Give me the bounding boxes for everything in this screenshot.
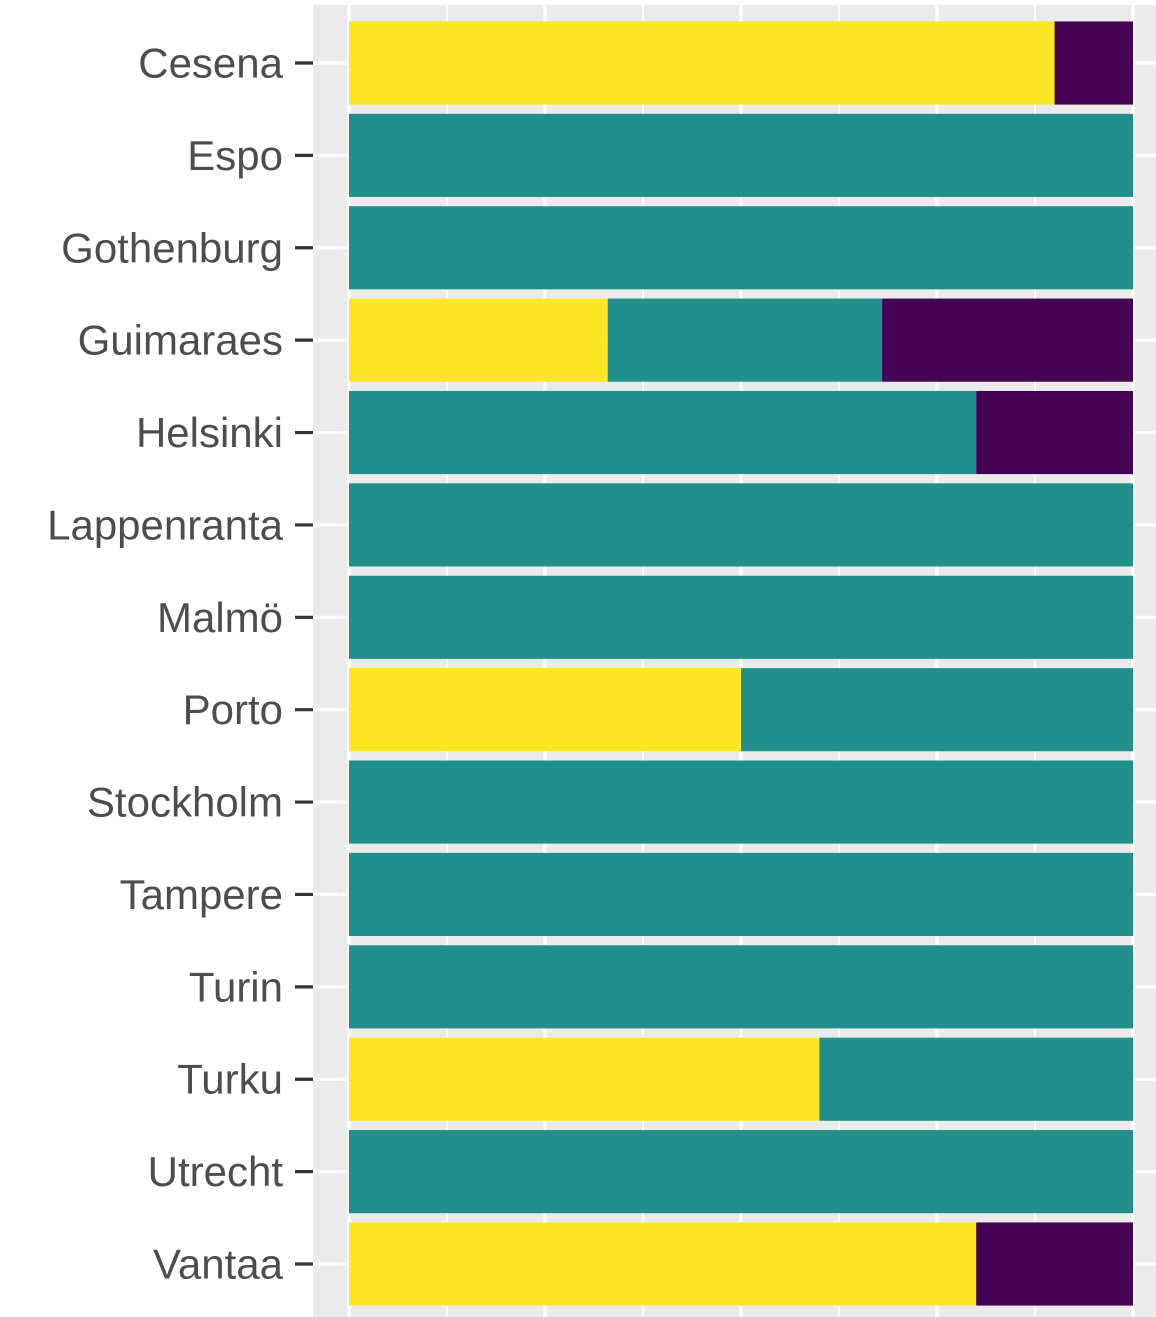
bar-segment-2 <box>349 206 1133 290</box>
y-tick-label: Gothenburg <box>61 224 283 271</box>
y-tick-label: Tampere <box>120 871 283 918</box>
y-tick-label: Vantaa <box>153 1241 284 1288</box>
y-axis-ticks <box>295 61 313 1266</box>
bar-segment-3 <box>976 390 1133 475</box>
bars <box>349 21 1133 1306</box>
y-tick-label: Utrecht <box>148 1148 284 1195</box>
y-tick-label: Lappenranta <box>47 501 284 548</box>
bar-segment-2 <box>349 575 1133 659</box>
bar-segment-2 <box>607 298 883 382</box>
y-tick-label: Guimaraes <box>78 317 283 364</box>
bar-segment-1 <box>349 21 1055 105</box>
y-tick-label: Turin <box>189 963 283 1010</box>
bar-segment-2 <box>349 760 1133 844</box>
y-tick-label: Espo <box>187 132 283 179</box>
bar-segment-2 <box>349 113 1133 197</box>
bar-segment-2 <box>741 668 1133 752</box>
bar-segment-2 <box>349 390 977 475</box>
bar-segment-3 <box>976 1222 1133 1306</box>
y-axis-labels: Cesena Espo Gothenburg Guimaraes Helsinki Lap… <box>47 40 284 1288</box>
bar-segment-3 <box>882 298 1133 382</box>
bar-segment-1 <box>349 668 741 752</box>
bar-segment-3 <box>1054 21 1133 105</box>
bar-segment-2 <box>349 852 1133 937</box>
bar-segment-1 <box>349 298 608 382</box>
y-tick-label: Cesena <box>138 40 283 87</box>
y-tick-label: Turku <box>177 1056 283 1103</box>
y-tick-label: Stockholm <box>87 779 283 826</box>
y-tick-label: Porto <box>183 686 283 733</box>
bar-segment-1 <box>349 1222 977 1306</box>
bar-segment-2 <box>349 483 1133 567</box>
bar-segment-2 <box>349 945 1133 1029</box>
bar-segment-2 <box>819 1037 1133 1121</box>
bar-segment-1 <box>349 1037 820 1121</box>
y-tick-label: Malmö <box>157 594 283 641</box>
bar-segment-2 <box>349 1130 1133 1214</box>
y-tick-label: Helsinki <box>136 409 283 456</box>
